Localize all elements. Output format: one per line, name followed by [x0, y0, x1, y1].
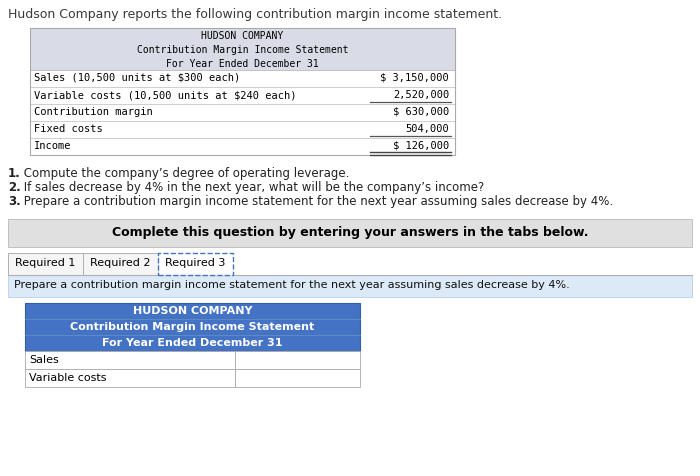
Text: Prepare a contribution margin income statement for the next year assuming sales : Prepare a contribution margin income sta… — [14, 280, 570, 290]
Bar — [25, 351, 235, 369]
Bar — [83, 253, 158, 275]
Text: Contribution margin: Contribution margin — [34, 107, 153, 117]
Bar — [30, 28, 455, 155]
Text: Contribution Margin Income Statement: Contribution Margin Income Statement — [71, 322, 314, 332]
Bar — [158, 253, 233, 275]
Text: Variable costs: Variable costs — [29, 373, 106, 383]
Bar — [30, 28, 455, 70]
Bar — [30, 87, 455, 104]
Text: HUDSON COMPANY: HUDSON COMPANY — [202, 31, 284, 41]
Bar — [30, 104, 455, 121]
Text: 1.: 1. — [8, 167, 21, 180]
Bar — [235, 369, 360, 387]
Text: Hudson Company reports the following contribution margin income statement.: Hudson Company reports the following con… — [8, 8, 502, 21]
Bar — [235, 351, 360, 369]
Text: Required 1: Required 1 — [15, 258, 76, 268]
Text: Contribution Margin Income Statement: Contribution Margin Income Statement — [136, 45, 349, 55]
Bar — [25, 369, 235, 387]
Bar — [30, 70, 455, 87]
Bar — [25, 303, 360, 351]
Text: Fixed costs: Fixed costs — [34, 124, 103, 134]
Text: Sales (10,500 units at $300 each): Sales (10,500 units at $300 each) — [34, 73, 240, 83]
Text: Complete this question by entering your answers in the tabs below.: Complete this question by entering your … — [112, 226, 588, 239]
Text: 504,000: 504,000 — [405, 124, 449, 134]
Text: For Year Ended December 31: For Year Ended December 31 — [102, 338, 283, 348]
Text: Required 2: Required 2 — [90, 258, 150, 268]
Text: Income: Income — [34, 141, 71, 151]
Text: $ 3,150,000: $ 3,150,000 — [380, 73, 449, 83]
Bar — [8, 275, 692, 297]
Bar — [30, 138, 455, 155]
Text: $ 126,000: $ 126,000 — [393, 141, 449, 151]
Text: 3.: 3. — [8, 195, 21, 208]
Text: If sales decrease by 4% in the next year, what will be the company’s income?: If sales decrease by 4% in the next year… — [20, 181, 484, 194]
Bar — [8, 219, 692, 247]
Text: 2.: 2. — [8, 181, 21, 194]
Text: Required 3: Required 3 — [165, 258, 225, 268]
Text: 2,520,000: 2,520,000 — [393, 90, 449, 100]
Text: For Year Ended December 31: For Year Ended December 31 — [166, 59, 319, 69]
Text: $ 630,000: $ 630,000 — [393, 107, 449, 117]
Text: HUDSON COMPANY: HUDSON COMPANY — [133, 306, 252, 316]
Bar — [30, 121, 455, 138]
Bar — [8, 253, 83, 275]
Text: Compute the company’s degree of operating leverage.: Compute the company’s degree of operatin… — [20, 167, 349, 180]
Text: Prepare a contribution margin income statement for the next year assuming sales : Prepare a contribution margin income sta… — [20, 195, 613, 208]
Text: Variable costs (10,500 units at $240 each): Variable costs (10,500 units at $240 eac… — [34, 90, 297, 100]
Text: Sales: Sales — [29, 355, 59, 365]
